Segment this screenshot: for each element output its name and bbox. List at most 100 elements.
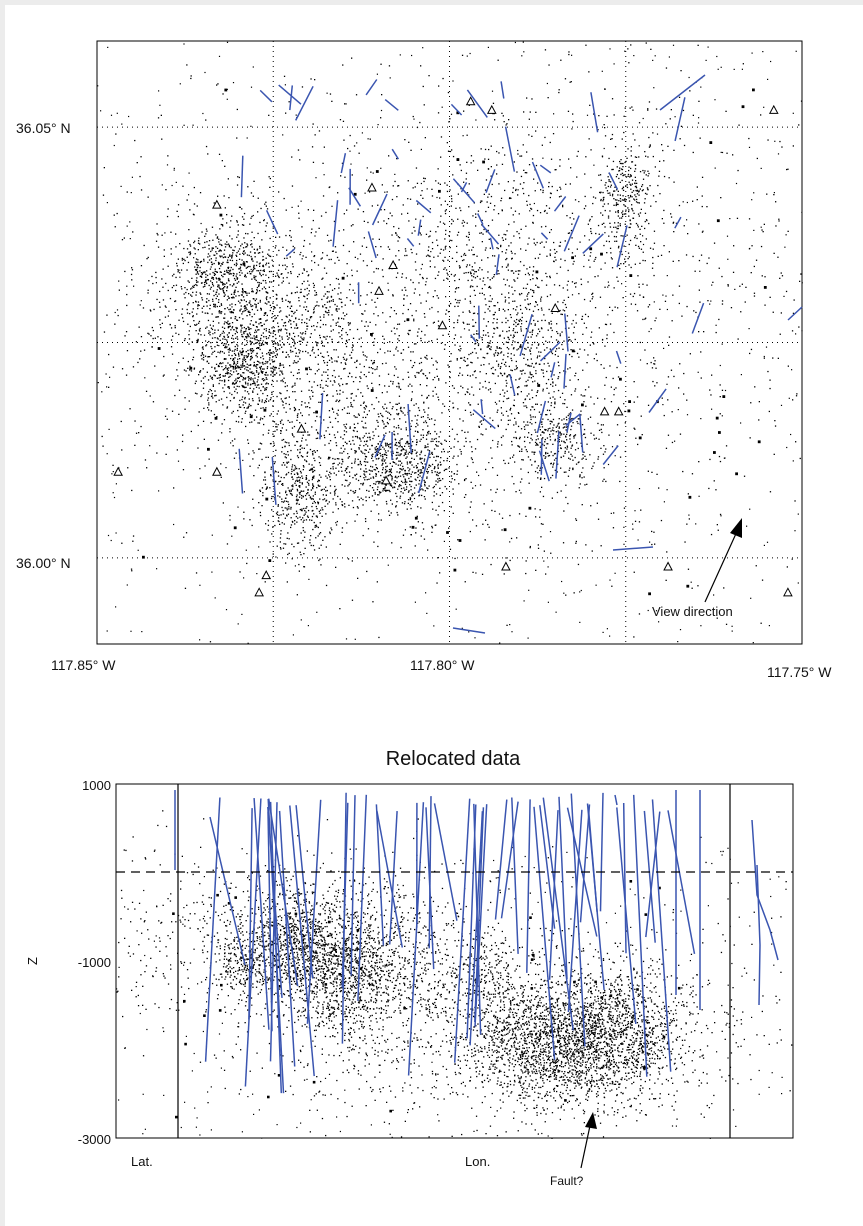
event-dot	[223, 295, 225, 297]
event-dot	[268, 349, 271, 352]
event-dot	[335, 474, 337, 476]
event-dot	[642, 189, 644, 191]
event-dot	[523, 357, 525, 359]
event-dot	[264, 476, 266, 478]
event-dot	[245, 261, 248, 263]
event-dot	[443, 450, 445, 453]
event-dot	[424, 445, 426, 447]
event-dot	[306, 481, 309, 483]
event-dot	[401, 446, 403, 448]
event-dot	[224, 338, 226, 340]
event-dot	[295, 480, 297, 482]
event-dot	[428, 466, 430, 468]
event-dot	[503, 372, 506, 374]
event-dot	[363, 401, 365, 403]
event-dot	[443, 405, 446, 407]
event-dot	[240, 352, 242, 354]
event-dot	[254, 299, 256, 302]
event-dot	[365, 496, 367, 498]
event-dot	[544, 438, 546, 441]
event-dot	[372, 431, 374, 433]
event-dot	[300, 404, 303, 406]
event-dot	[527, 379, 529, 381]
event-dot	[120, 420, 122, 423]
event-dot	[326, 361, 329, 364]
event-dot	[246, 315, 248, 317]
event-dot	[200, 260, 203, 263]
event-dot	[410, 248, 412, 251]
event-dot	[301, 333, 303, 335]
event-dot	[324, 536, 326, 538]
event-dot	[449, 548, 452, 550]
event-dot	[558, 284, 561, 287]
event-dot	[248, 398, 250, 400]
event-dot	[311, 497, 313, 500]
event-dot	[206, 270, 208, 272]
event-dot	[228, 387, 230, 390]
event-dot	[256, 335, 258, 337]
event-dot	[314, 493, 316, 495]
event-dot	[529, 421, 531, 424]
event-dot	[287, 354, 289, 356]
event-dot	[280, 422, 282, 424]
event-dot	[409, 410, 411, 412]
event-dot	[574, 456, 576, 459]
event-dot	[342, 461, 344, 463]
event-dot	[415, 218, 417, 220]
event-dot	[250, 356, 252, 358]
event-dot	[520, 328, 522, 330]
event-dot	[395, 492, 397, 495]
event-dot	[281, 370, 283, 372]
event-dot	[278, 311, 281, 313]
event-dot	[311, 515, 314, 518]
event-dot	[212, 278, 215, 280]
event-dot	[286, 515, 288, 517]
event-dot	[403, 454, 405, 457]
event-dot	[327, 374, 329, 376]
event-dot	[461, 374, 464, 376]
event-dot	[562, 287, 564, 289]
event-dot	[202, 247, 204, 249]
event-dot	[536, 435, 539, 437]
event-dot	[390, 446, 392, 448]
event-dot	[256, 248, 259, 250]
event-dot	[242, 360, 244, 362]
event-dot	[305, 486, 307, 488]
event-dot	[504, 284, 507, 286]
figure-svg: 36.05° N 36.00° N 117.85° W 117.80° W 11…	[16, 40, 832, 1188]
event-dot	[426, 470, 428, 473]
event-dot	[199, 275, 201, 278]
event-dot	[216, 271, 218, 273]
event-dot	[276, 354, 278, 356]
event-dot	[206, 274, 209, 277]
event-dot	[569, 441, 572, 443]
event-dot	[535, 395, 537, 397]
event-dot	[249, 387, 251, 389]
event-dot	[448, 366, 450, 368]
event-dot	[600, 545, 602, 547]
event-dot	[613, 204, 615, 206]
event-dot	[271, 495, 273, 498]
event-dot	[221, 311, 223, 313]
event-dot	[339, 326, 341, 328]
event-dot	[363, 407, 365, 409]
event-dot	[280, 548, 282, 550]
event-dot	[351, 274, 353, 277]
event-dot	[424, 498, 426, 500]
event-dot	[595, 256, 597, 259]
event-dot	[296, 512, 298, 514]
event-dot	[634, 237, 636, 239]
event-dot	[337, 508, 339, 510]
event-dot	[556, 323, 558, 325]
event-dot	[621, 162, 623, 165]
event-dot	[386, 454, 388, 456]
event-dot	[308, 463, 310, 465]
event-dot	[444, 238, 446, 240]
event-dot	[250, 355, 253, 357]
event-dot	[454, 334, 457, 336]
event-dot	[304, 295, 306, 298]
event-dot	[611, 98, 614, 100]
event-dot	[348, 324, 350, 326]
event-dot	[537, 477, 539, 479]
event-dot	[420, 461, 422, 464]
